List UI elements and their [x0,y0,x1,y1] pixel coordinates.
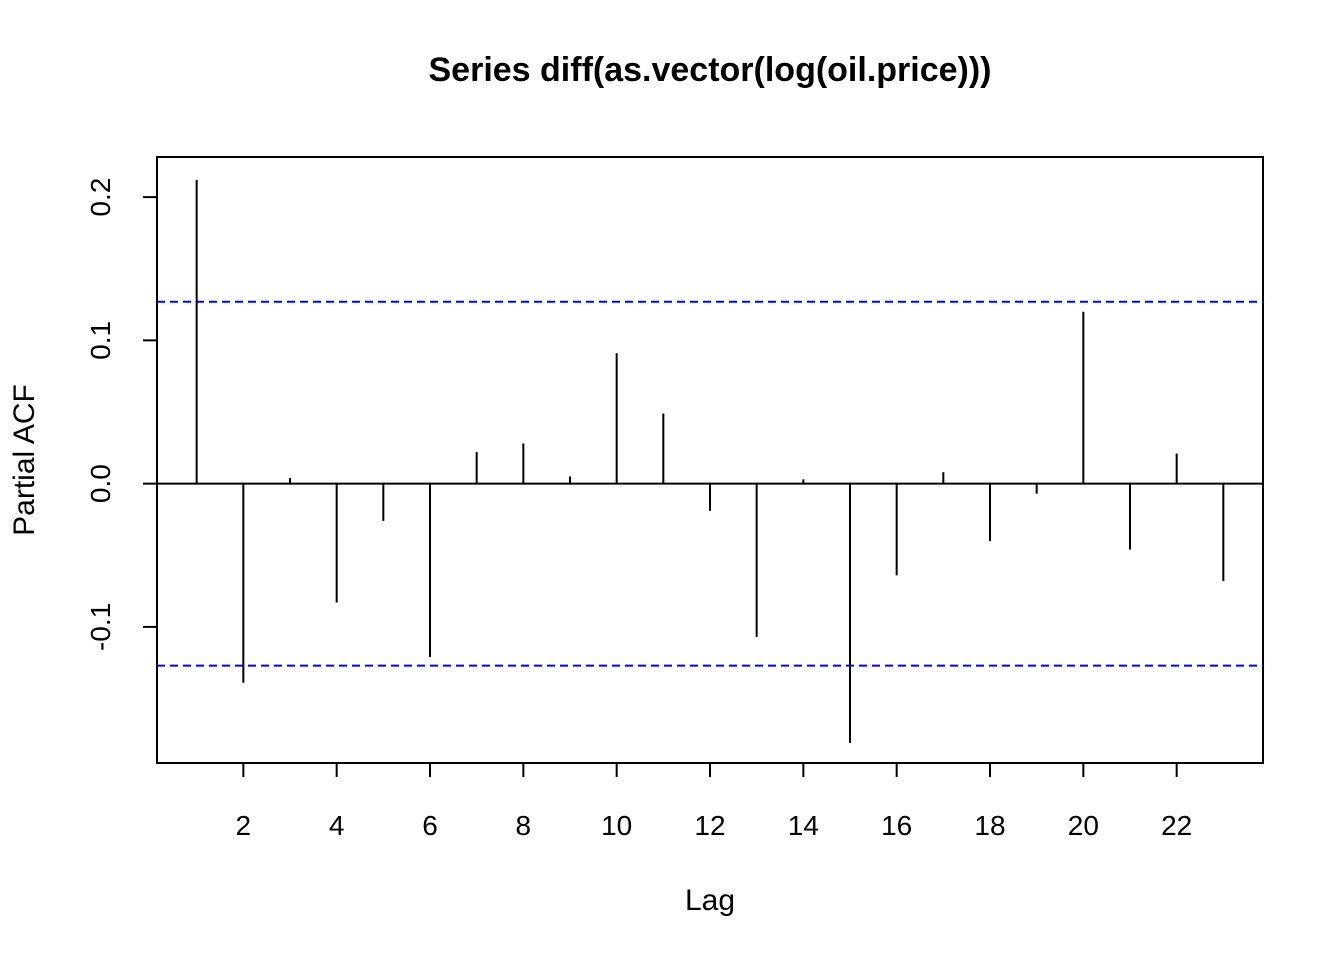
x-tick-label: 10 [601,810,632,841]
x-tick-label: 18 [974,810,1005,841]
x-tick-label: 22 [1161,810,1192,841]
x-axis-label: Lag [685,884,735,917]
plot-layer: 2 4 6 8 10 12 14 16 18 20 22 -0.1 0.0 0.1 0.2 [85,178,1263,841]
plot-frame [156,156,1264,764]
x-tick-label: 8 [516,810,532,841]
y-axis-label-group: Partial ACF [8,384,41,536]
y-tick-label: -0.1 [85,603,116,651]
x-tick-label: 12 [694,810,725,841]
x-tick-label: 20 [1068,810,1099,841]
y-tick-label: 0.1 [85,321,116,360]
x-tick-label: 2 [236,810,252,841]
y-tick-label: 0.0 [85,464,116,503]
x-tick-label: 6 [422,810,438,841]
chart-title: Series diff(as.vector(log(oil.price))) [429,51,992,89]
x-tick-label: 16 [881,810,912,841]
y-axis-label: Partial ACF [8,384,41,536]
x-tick-label: 14 [788,810,819,841]
x-tick-label: 4 [329,810,345,841]
y-tick-label: 0.2 [85,178,116,217]
